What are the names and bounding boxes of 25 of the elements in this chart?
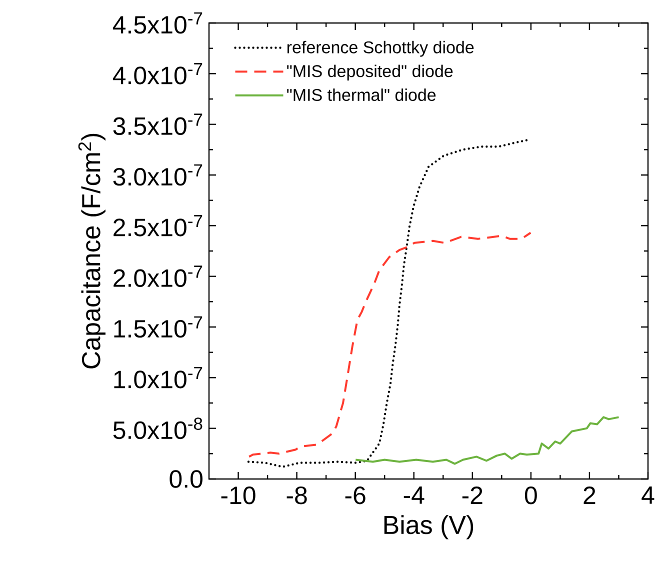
legend-label: "MIS deposited" diode xyxy=(287,64,453,81)
x-tick-label: -2 xyxy=(462,486,482,504)
legend-label: "MIS thermal" diode xyxy=(287,88,436,101)
x-tick-label: -10 xyxy=(221,486,256,504)
y-tick-label: 4.5x10$^{-7}$ xyxy=(112,12,202,34)
y-axis-title: Capacitance (F/cm$^{2}$) xyxy=(78,134,106,368)
y-tick-label: 2.0x10$^{-7}$ xyxy=(114,266,202,287)
line-series xyxy=(248,232,532,458)
y-tick-label: 3.5x10$^{-7}$ xyxy=(113,114,202,135)
x-tick-label: 2 xyxy=(584,486,596,504)
y-tick-label: 3.0x10$^{-7}$ xyxy=(113,164,202,186)
x-tick-label: -8 xyxy=(286,486,307,504)
y-tick-label: 1.0x10$^{-7}$ xyxy=(114,366,202,388)
x-tick-label: 4 xyxy=(642,486,654,504)
line-series xyxy=(354,416,620,465)
x-axis-title: Bias (V) xyxy=(384,515,474,540)
x-tick-label: 0 xyxy=(524,486,537,504)
y-tick-label: 5.0x10$^{-8}$ xyxy=(113,418,202,440)
y-tick-label: 1.5x10$^{-7}$ xyxy=(114,316,202,338)
x-tick-label: -4 xyxy=(404,486,424,504)
legend-label: reference Schottky diode xyxy=(287,40,474,57)
x-tick-label: -6 xyxy=(345,486,366,504)
y-tick-label: 4.0x10$^{-7}$ xyxy=(112,63,202,84)
y-tick-label: 2.5x10$^{-7}$ xyxy=(114,214,202,236)
y-tick-label: 0.0 xyxy=(170,470,202,488)
